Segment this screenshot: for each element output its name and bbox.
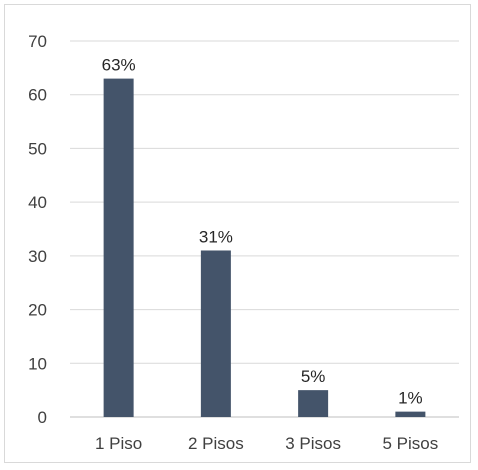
data-label: 31% (199, 227, 233, 246)
y-tick-label: 40 (28, 193, 47, 212)
data-label: 1% (398, 389, 423, 408)
x-tick-label: 3 Pisos (285, 434, 341, 453)
y-tick-label: 0 (38, 408, 47, 427)
x-tick-label: 5 Pisos (383, 434, 439, 453)
y-tick-label: 20 (28, 301, 47, 320)
data-label: 63% (102, 56, 136, 75)
x-tick-label: 1 Piso (95, 434, 142, 453)
y-tick-label: 10 (28, 354, 47, 373)
bar (200, 250, 231, 417)
x-tick-label: 2 Pisos (188, 434, 244, 453)
y-tick-label: 70 (28, 32, 47, 51)
y-tick-label: 60 (28, 86, 47, 105)
data-label: 5% (301, 367, 326, 386)
bar (298, 390, 329, 417)
bar (395, 411, 426, 417)
y-tick-label: 50 (28, 139, 47, 158)
y-tick-label: 30 (28, 247, 47, 266)
chart-frame (4, 4, 471, 463)
bar (103, 78, 134, 417)
